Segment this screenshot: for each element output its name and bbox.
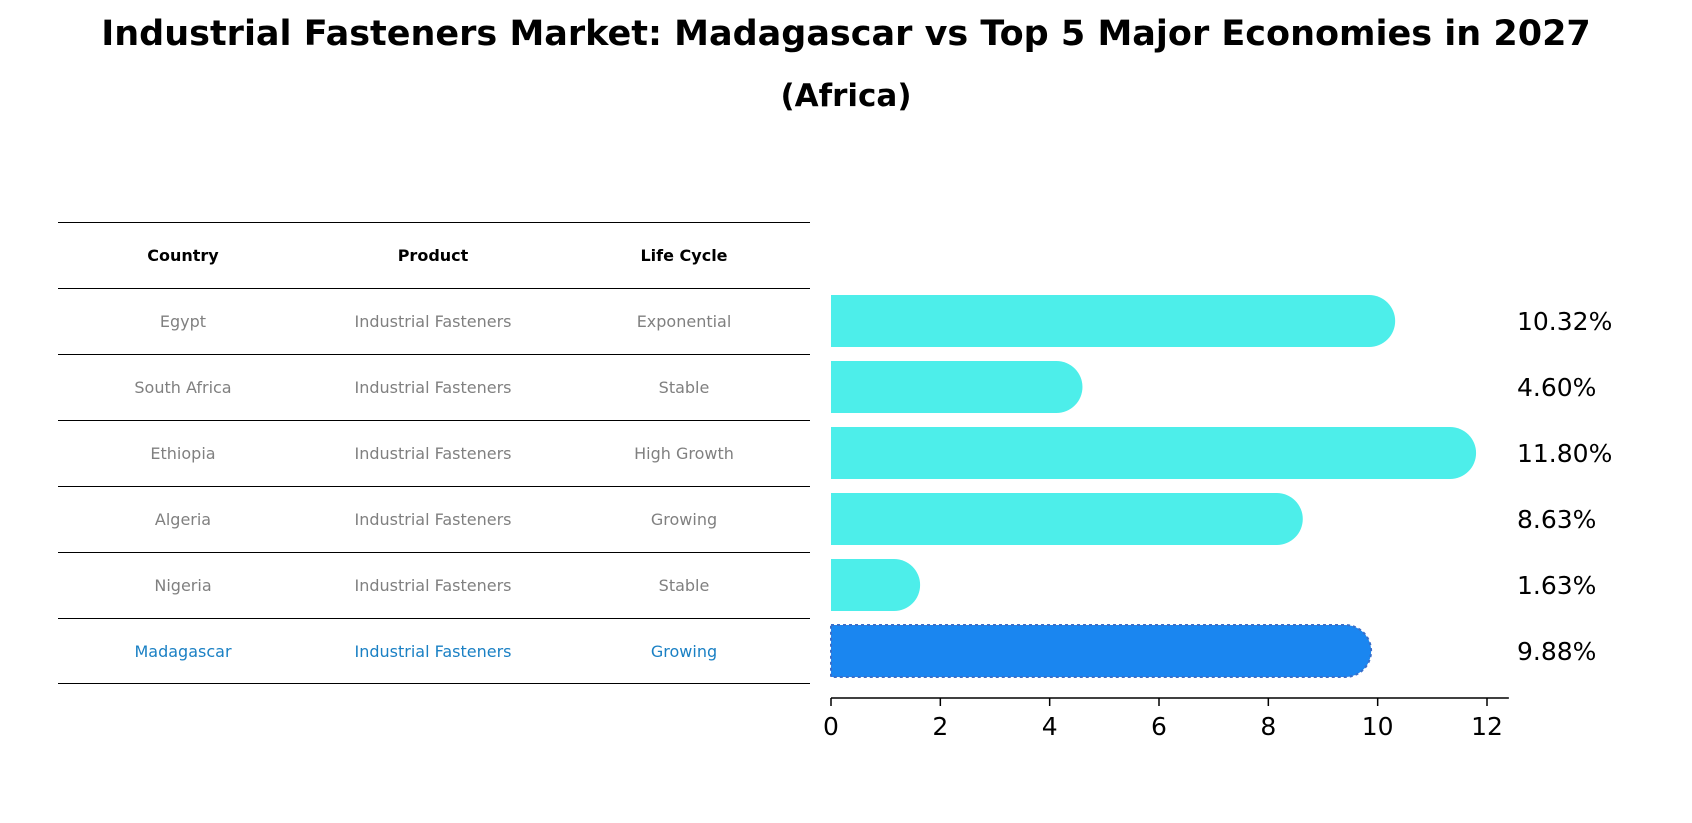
- x-tick-label: 8: [1260, 712, 1276, 741]
- country-cell: Egypt: [159, 312, 207, 331]
- x-tick-label: 4: [1042, 712, 1058, 741]
- life-cycle-cell: Stable: [658, 378, 710, 397]
- bar-highlight: [830, 624, 1373, 678]
- country-cell: Algeria: [154, 510, 212, 529]
- life-cycle-cell: Stable: [658, 576, 710, 595]
- x-tick-label: 10: [1362, 712, 1394, 741]
- product-cell: Industrial Fasteners: [354, 642, 512, 661]
- table-row-highlight: Madagascar Industrial Fasteners Growing: [58, 618, 810, 684]
- header-country: Country: [147, 246, 219, 265]
- life-cycle-cell: Growing: [650, 642, 718, 661]
- product-cell: Industrial Fasteners: [354, 510, 512, 529]
- product-cell: Industrial Fasteners: [354, 378, 512, 397]
- bar: [831, 427, 1477, 479]
- bar: [831, 295, 1396, 347]
- chart-subtitle: (Africa): [780, 78, 912, 114]
- product-cell: Industrial Fasteners: [354, 576, 512, 595]
- header-product: Product: [397, 246, 469, 265]
- life-cycle-cell: Exponential: [636, 312, 732, 331]
- bar-value-label: 9.88%: [1517, 637, 1596, 666]
- life-cycle-cell: High Growth: [634, 444, 734, 463]
- bar-value-label: 1.63%: [1517, 571, 1596, 600]
- country-cell: Madagascar: [134, 642, 232, 661]
- country-cell: Ethiopia: [150, 444, 216, 463]
- chart-title: Industrial Fasteners Market: Madagascar …: [101, 14, 1591, 54]
- table-row: Nigeria Industrial Fasteners Stable: [58, 552, 810, 618]
- table-row: Ethiopia Industrial Fasteners High Growt…: [58, 420, 810, 486]
- bar: [831, 559, 921, 611]
- x-tick-label: 0: [823, 712, 839, 741]
- header-life-cycle: Life Cycle: [640, 246, 728, 265]
- country-cell: Nigeria: [154, 576, 212, 595]
- data-table: Country Product Life Cycle Egypt Industr…: [58, 222, 810, 684]
- bar-value-label: 10.32%: [1517, 307, 1612, 336]
- bar-value-label: 8.63%: [1517, 505, 1596, 534]
- product-cell: Industrial Fasteners: [354, 312, 512, 331]
- country-cell: South Africa: [134, 378, 232, 397]
- x-tick-label: 6: [1151, 712, 1167, 741]
- bar: [831, 493, 1303, 545]
- x-tick-label: 12: [1471, 712, 1503, 741]
- table-header-row: Country Product Life Cycle: [58, 222, 810, 288]
- bar-value-label: 11.80%: [1517, 439, 1612, 468]
- table-row: Egypt Industrial Fasteners Exponential: [58, 288, 810, 354]
- product-cell: Industrial Fasteners: [354, 444, 512, 463]
- bar-value-label: 4.60%: [1517, 373, 1596, 402]
- table-row: South Africa Industrial Fasteners Stable: [58, 354, 810, 420]
- life-cycle-cell: Growing: [650, 510, 718, 529]
- bar: [831, 361, 1083, 413]
- x-tick-label: 2: [932, 712, 948, 741]
- table-row: Algeria Industrial Fasteners Growing: [58, 486, 810, 552]
